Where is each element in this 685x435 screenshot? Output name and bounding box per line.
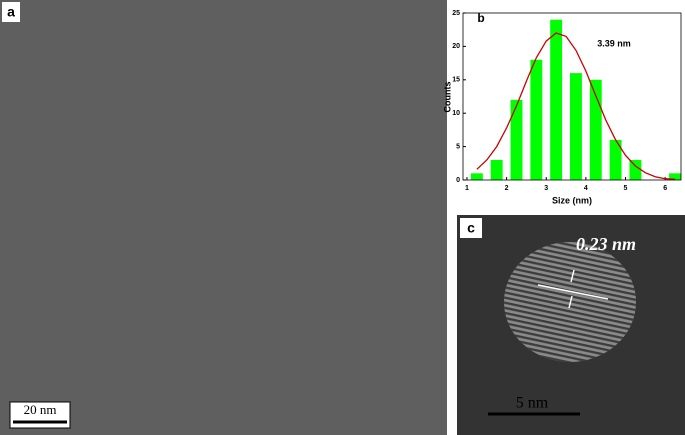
bar bbox=[550, 19, 563, 181]
x-tick-label: 1 bbox=[465, 185, 469, 192]
bar bbox=[470, 173, 483, 180]
bar bbox=[510, 99, 523, 180]
annotation: 3.39 nm bbox=[597, 38, 631, 48]
bar bbox=[570, 73, 582, 180]
x-tick-label: 3 bbox=[544, 185, 548, 192]
x-axis-label: Size (nm) bbox=[552, 195, 592, 205]
x-tick-label: 6 bbox=[663, 185, 667, 192]
panel-a: a 20 nm bbox=[0, 0, 447, 435]
bar bbox=[629, 159, 642, 180]
y-tick-label: 10 bbox=[452, 110, 460, 117]
bar bbox=[490, 159, 503, 180]
scale-box bbox=[9, 401, 71, 429]
y-tick-label: 5 bbox=[456, 143, 460, 150]
tem-texture bbox=[0, 0, 447, 435]
label-box bbox=[2, 2, 20, 22]
y-tick-label: 15 bbox=[452, 77, 460, 84]
y-tick-label: 25 bbox=[452, 10, 460, 17]
y-tick-label: 0 bbox=[456, 177, 460, 184]
bar bbox=[589, 79, 602, 180]
y-tick-label: 20 bbox=[452, 43, 460, 50]
bar bbox=[609, 139, 622, 180]
measure-tick bbox=[568, 295, 573, 309]
x-tick-label: 2 bbox=[505, 185, 509, 192]
plot-frame bbox=[462, 12, 682, 181]
bar bbox=[669, 173, 681, 180]
panel-label: c bbox=[467, 220, 475, 236]
label-box bbox=[460, 218, 482, 238]
spacing-label: 0.23 nm bbox=[576, 234, 636, 254]
panel-label: a bbox=[7, 4, 15, 20]
measure-tick bbox=[570, 269, 575, 283]
panel-label: b bbox=[477, 11, 484, 25]
x-tick-label: 5 bbox=[624, 185, 628, 192]
bar bbox=[530, 59, 543, 181]
measure-line bbox=[537, 284, 609, 300]
scale-text: 20 nm bbox=[24, 402, 57, 417]
panel-c: 0.23 nm c 5 nm bbox=[457, 215, 685, 435]
y-axis-label: Counts bbox=[442, 82, 452, 113]
fit-curve bbox=[476, 32, 676, 180]
scale-text: 5 nm bbox=[516, 395, 549, 412]
x-tick-label: 4 bbox=[584, 185, 588, 192]
panel-b: b 3.39 nm Size (nm) Counts 0 5 10 15 20 25 1 2 3… bbox=[442, 10, 682, 205]
